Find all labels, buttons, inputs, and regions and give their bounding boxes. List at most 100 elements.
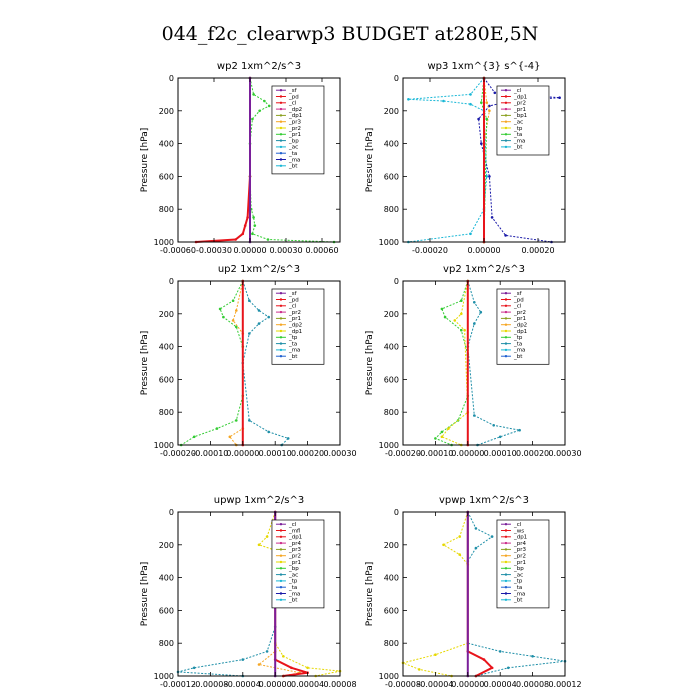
series-point [474, 546, 478, 550]
series-line-teal [177, 512, 276, 677]
plot-frame [177, 280, 341, 446]
y-axis-label: Pressure [hPa] [365, 331, 375, 396]
panel-title: upwp 1xm^2/s^3 [214, 495, 304, 506]
legend-entry: _dp2 [513, 323, 527, 329]
legend-marker [504, 317, 508, 320]
legend-entry: _bt [513, 145, 523, 151]
panel-title: up2 1xm^2/s^3 [218, 264, 300, 275]
legend-marker [279, 573, 283, 576]
series-point [463, 328, 466, 332]
y-tick-label: 600 [384, 606, 399, 615]
legend-marker [279, 541, 283, 545]
legend-marker [504, 529, 508, 532]
legend-entry: _pr4 [288, 541, 302, 547]
legend-marker [504, 89, 508, 92]
legend-marker [279, 560, 283, 564]
y-tick-label: 200 [384, 310, 399, 319]
legend-entry: _cl [288, 522, 297, 528]
series-line-green [434, 280, 469, 446]
legend-marker [279, 323, 283, 326]
x-tick-label: 0.00000 [233, 246, 266, 255]
legend-entry: _ac [513, 120, 523, 126]
series-line-red [466, 512, 494, 677]
legend-marker [279, 317, 283, 320]
y-tick-label: 400 [384, 574, 399, 583]
legend-entry: _pr4 [513, 541, 527, 547]
legend-entry: _cl [513, 304, 522, 310]
series-point [518, 428, 521, 432]
x-tick-label: -0.00010 [417, 449, 453, 458]
legend-marker [279, 120, 283, 123]
series-point [241, 232, 245, 236]
legend-entry: _pr3 [513, 547, 527, 553]
series-point [460, 299, 463, 303]
legend-entry: _ta [513, 132, 522, 138]
x-tick-label: -0.00004 [225, 680, 261, 689]
y-tick-label: 200 [384, 107, 399, 116]
series-point [479, 310, 483, 314]
legend-entry: _ta [288, 151, 297, 157]
series-point [531, 655, 534, 658]
x-tick-label: -0.00020 [412, 246, 448, 255]
legend-entry: _bp [288, 566, 299, 572]
x-tick-label: 0.00000 [451, 449, 484, 458]
y-tick-label: 0 [169, 508, 174, 517]
legend-marker [504, 298, 508, 301]
legend-entry: _pr2 [513, 310, 526, 316]
y-tick-label: 1000 [379, 672, 399, 681]
legend-entry: _ma [513, 138, 525, 144]
legend-entry: _bp [513, 566, 524, 572]
x-tick-label: 0.00030 [323, 449, 356, 458]
legend-entry: _dp2 [288, 107, 302, 113]
series-point [257, 543, 261, 547]
series-point [498, 650, 502, 653]
legend-marker [279, 529, 283, 532]
series-point [458, 535, 462, 538]
x-tick-label: 0.00000 [451, 680, 484, 689]
series-point [490, 216, 494, 219]
series-point [192, 666, 196, 670]
legend-marker [504, 304, 508, 307]
panel-4: vp2 1xm^2/s^3 Pressure [hPa] 0 200 400 600 800… [365, 264, 582, 458]
legend-box [496, 519, 550, 609]
legend-marker [279, 548, 283, 551]
legend-marker [279, 139, 283, 142]
legend-entry: _pr1 [288, 560, 301, 566]
legend-entry: _tp [513, 579, 523, 585]
legend-marker [279, 152, 283, 155]
series-point [252, 216, 255, 219]
series-line-red [195, 78, 251, 243]
series-line-cyan [408, 77, 488, 243]
series-point [218, 307, 222, 311]
series-point [252, 93, 255, 96]
legend-entry: _ma [513, 348, 525, 354]
legend-marker [504, 523, 508, 526]
series-point [265, 535, 269, 538]
legend-marker [279, 133, 283, 136]
legend-entry: _bt [288, 164, 298, 170]
legend-marker [504, 541, 508, 545]
legend-marker [504, 592, 508, 595]
panel-1: wp2 1xm^2/s^3 Pressure [hPa] 0 200 400 600 800… [140, 61, 341, 255]
legend-entry: _ac [288, 145, 298, 151]
series-point [488, 175, 491, 178]
legend-entry: _bt [513, 354, 523, 360]
legend-entry: _pr3 [288, 547, 302, 553]
series-point [458, 553, 462, 556]
legend-marker [279, 304, 283, 307]
series-point [507, 666, 510, 670]
legend-entry: _ma [288, 157, 300, 163]
y-axis-label: Pressure [hPa] [365, 562, 375, 627]
legend-marker [279, 329, 283, 333]
y-tick-label: 1000 [379, 441, 399, 450]
legend-marker [504, 107, 508, 111]
plot-frame [177, 511, 341, 677]
legend-entry: _pr1 [513, 316, 526, 322]
series-point [248, 419, 251, 422]
y-tick-label: 400 [384, 343, 399, 352]
legend-entry: _ta [513, 585, 522, 591]
y-tick-label: 0 [394, 277, 399, 286]
x-tick-label: 0.00000 [259, 680, 292, 689]
series-point [480, 142, 483, 145]
legend-marker [504, 598, 508, 601]
